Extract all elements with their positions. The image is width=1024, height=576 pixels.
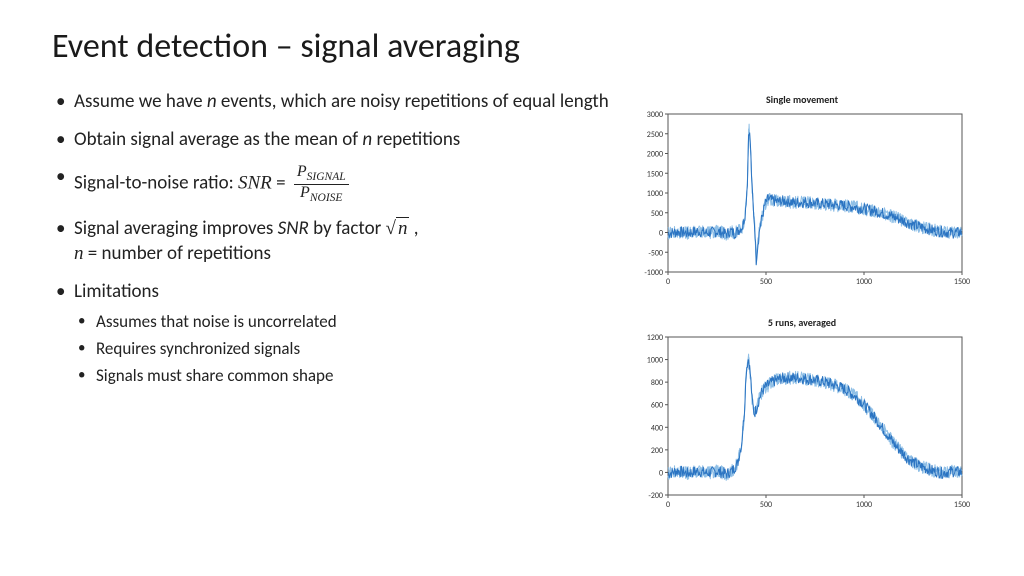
svg-text:0: 0 bbox=[666, 277, 670, 287]
sqrt-icon: √ bbox=[386, 218, 396, 239]
svg-text:-1000: -1000 bbox=[644, 268, 663, 278]
svg-text:500: 500 bbox=[760, 277, 772, 287]
var-snr: SNR bbox=[238, 173, 272, 194]
text: Signal averaging improves bbox=[74, 217, 278, 240]
svg-text:1000: 1000 bbox=[647, 189, 663, 199]
text: = number of repetitions bbox=[84, 242, 271, 265]
svg-text:1500: 1500 bbox=[954, 500, 970, 510]
text: by factor bbox=[309, 217, 386, 240]
svg-text:1000: 1000 bbox=[647, 356, 663, 366]
svg-text:0: 0 bbox=[666, 500, 670, 510]
text: , bbox=[409, 217, 418, 240]
fraction: PSIGNAL PNOISE bbox=[294, 164, 349, 204]
svg-text:-200: -200 bbox=[648, 491, 663, 501]
text: events, which are noisy repetitions of e… bbox=[217, 90, 609, 113]
text: Signal-to-noise ratio: bbox=[74, 172, 238, 195]
svg-text:1500: 1500 bbox=[954, 277, 970, 287]
frac-num-sub: SIGNAL bbox=[307, 171, 346, 183]
svg-text:1500: 1500 bbox=[647, 169, 663, 179]
svg-text:600: 600 bbox=[651, 401, 663, 411]
text: Obtain signal average as the mean of bbox=[74, 128, 362, 151]
var-n: n bbox=[362, 128, 372, 151]
frac-den: P bbox=[300, 184, 310, 201]
content-row: Assume we have n events, which are noisy… bbox=[52, 89, 982, 511]
bullet-2: Obtain signal average as the mean of n r… bbox=[52, 127, 632, 153]
frac-den-sub: NOISE bbox=[310, 192, 343, 204]
frac-num: P bbox=[297, 163, 307, 180]
text: Assume we have bbox=[74, 90, 207, 113]
text: = bbox=[272, 172, 290, 195]
chart-1: Single movement -1000 -500 0 500 1000 1500 200… bbox=[632, 93, 972, 288]
var-snr: SNR bbox=[278, 217, 309, 240]
chart-1-plot: -1000 -500 0 500 1000 1500 2000 2500 3000 0 500 100… bbox=[632, 108, 972, 288]
bullet-4: Signal averaging improves SNR by factor … bbox=[52, 216, 632, 267]
sub-bullet: Signals must share common shape bbox=[74, 365, 632, 388]
svg-text:2500: 2500 bbox=[647, 130, 663, 140]
chart-1-title: Single movement bbox=[632, 93, 972, 106]
var-n: n bbox=[396, 217, 410, 239]
sub-bullet: Assumes that noise is uncorrelated bbox=[74, 311, 632, 334]
var-n: n bbox=[207, 90, 217, 113]
svg-text:-500: -500 bbox=[648, 248, 663, 258]
text: Limitations bbox=[74, 280, 159, 303]
svg-text:800: 800 bbox=[651, 378, 663, 388]
slide: Event detection – signal averaging Assum… bbox=[0, 0, 1024, 576]
svg-text:200: 200 bbox=[651, 446, 663, 456]
sub-bullet: Requires synchronized signals bbox=[74, 338, 632, 361]
chart-2-title: 5 runs, averaged bbox=[632, 316, 972, 329]
chart-2-plot: -200020040060080010001200050010001500 bbox=[632, 331, 972, 511]
svg-text:1000: 1000 bbox=[856, 277, 872, 287]
svg-text:400: 400 bbox=[651, 423, 663, 433]
var-n: n bbox=[74, 243, 84, 264]
text: repetitions bbox=[372, 128, 460, 151]
bullet-3: Signal-to-noise ratio: SNR = PSIGNAL PNO… bbox=[52, 164, 632, 204]
svg-text:500: 500 bbox=[651, 209, 663, 219]
svg-text:0: 0 bbox=[659, 468, 663, 478]
bullet-1: Assume we have n events, which are noisy… bbox=[52, 89, 632, 115]
svg-text:2000: 2000 bbox=[647, 150, 663, 160]
chart-column: Single movement -1000 -500 0 500 1000 1500 200… bbox=[632, 89, 982, 511]
svg-text:1200: 1200 bbox=[647, 333, 663, 343]
bullet-5: Limitations Assumes that noise is uncorr… bbox=[52, 279, 632, 387]
chart-2: 5 runs, averaged -2000200400600800100012… bbox=[632, 316, 972, 511]
svg-text:1000: 1000 bbox=[856, 500, 872, 510]
slide-title: Event detection – signal averaging bbox=[52, 26, 982, 67]
svg-text:500: 500 bbox=[760, 500, 772, 510]
svg-text:0: 0 bbox=[659, 229, 663, 239]
bullet-list: Assume we have n events, which are noisy… bbox=[52, 89, 632, 511]
svg-text:3000: 3000 bbox=[647, 110, 663, 120]
